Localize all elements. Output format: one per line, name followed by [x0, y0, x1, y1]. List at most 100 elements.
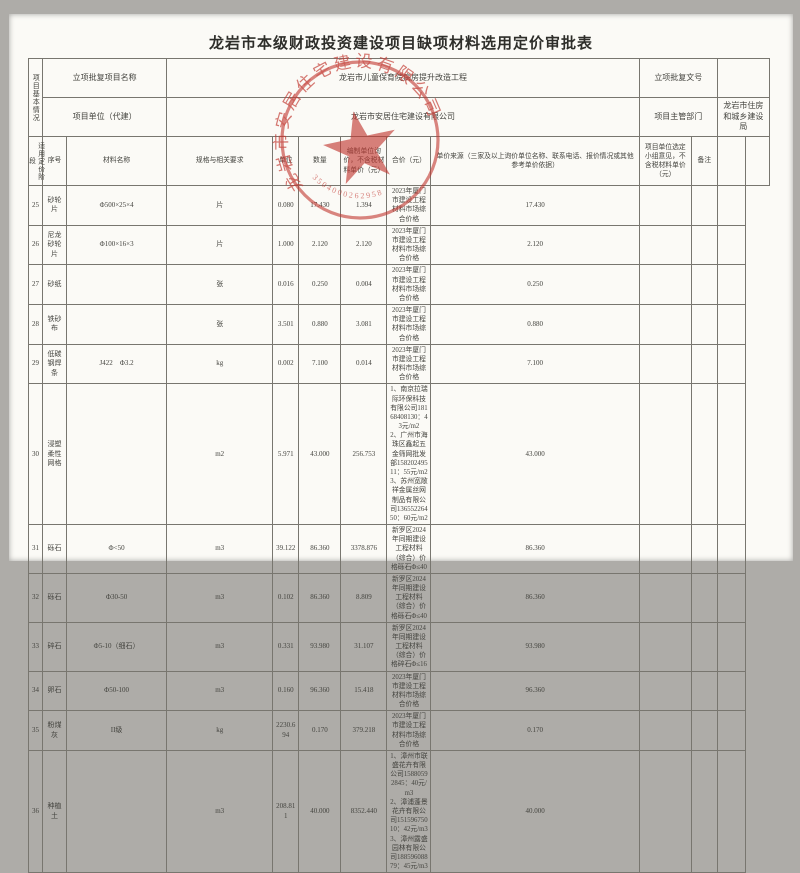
- cell-unit: 片: [166, 224, 274, 266]
- cell-unit-price: 86.360: [298, 572, 342, 623]
- cell-source: 2023年厦门市建设工程材料市场综合价格: [386, 670, 432, 712]
- header-qty: 数量: [298, 136, 342, 186]
- cell-unit-price: 93.980: [298, 621, 342, 672]
- cell-unit: kg: [166, 343, 274, 385]
- cell-note: [638, 621, 692, 672]
- header-price-source: 单价来源（三家及以上询价单位名称、联系电话、报价情况或其他参考单价依据）: [430, 136, 640, 186]
- cell-selected: 40.000: [430, 749, 640, 873]
- material-row: 29 低碳钢焊条 J422 Φ3.2 kg 0.002 7.100 0.014 2023年厦门…: [27, 343, 770, 385]
- cell-unit: 张: [166, 304, 274, 345]
- cell-selected: 93.980: [430, 621, 640, 672]
- cell-total: 3378.876: [340, 524, 388, 574]
- cell-qty: 0.080: [272, 185, 300, 226]
- cell-extra1: [690, 572, 718, 623]
- cell-total: 31.107: [340, 621, 388, 672]
- cell-name: 铁砂布: [42, 304, 68, 345]
- cell-spec: Φ<50: [66, 524, 168, 574]
- cell-total: 3.081: [340, 304, 388, 345]
- cell-total: 15.418: [340, 670, 388, 712]
- header-extra2: [744, 136, 771, 186]
- cell-note: [638, 264, 692, 306]
- cell-unit-price: 0.170: [298, 710, 342, 751]
- cell-extra2: [716, 524, 746, 574]
- cell-qty: 2230.694: [272, 710, 300, 751]
- cell-extra2: [716, 621, 746, 672]
- cell-name: 粉煤灰: [42, 710, 68, 751]
- cell-selected: 17.430: [430, 185, 640, 226]
- cell-extra1: [690, 621, 718, 672]
- cell-note: [638, 185, 692, 226]
- cell-name: 砂纸: [42, 264, 68, 306]
- cell-no: 36: [27, 749, 44, 873]
- cell-total: 0.014: [340, 343, 388, 385]
- cell-source: 新罗区2024年同期建设工程材料（综合）价格碎石Φ≤16: [386, 621, 432, 672]
- cell-selected: 0.880: [430, 304, 640, 345]
- table-header-row: 适用定价阶段 序号 材料名称 规格与相关要求 单位 数量 编制单位询价，不含税材…: [28, 136, 771, 186]
- cell-no: 35: [27, 710, 44, 751]
- cell-qty: 0.331: [272, 621, 300, 672]
- cell-unit-price: 2.120: [298, 224, 342, 266]
- cell-note: [638, 304, 692, 345]
- cell-selected: 0.170: [430, 710, 640, 751]
- cell-source: 新罗区2024年同期建设工程材料（综合）价格砾石Φ≤40: [386, 572, 432, 623]
- cell-unit: m3: [166, 749, 274, 873]
- cell-spec: Φ30-50: [66, 572, 168, 623]
- header-material-name: 材料名称: [66, 136, 168, 186]
- cell-no: 27: [27, 264, 44, 306]
- section-label-basic-info: 项目基本情况: [27, 58, 44, 137]
- cell-total: 8352.440: [340, 749, 388, 873]
- cell-extra2: [716, 572, 746, 623]
- cell-total: 256.753: [340, 383, 388, 526]
- cell-unit-price: 17.430: [298, 185, 342, 226]
- material-row: 34 卵石 Φ50-100 m3 0.160 96.360 15.418 2023年厦门市建设…: [27, 670, 770, 712]
- cell-selected: 86.360: [430, 572, 640, 623]
- cell-extra2: [716, 185, 746, 226]
- cell-source: 2023年厦门市建设工程材料市场综合价格: [386, 304, 432, 345]
- material-row: 35 粉煤灰 II级 kg 2230.694 0.170 379.218 2023年厦门市建设…: [27, 710, 770, 751]
- cell-spec: Φ5-10（细石）: [66, 621, 168, 672]
- header-extra1: [716, 136, 746, 186]
- material-row: 33 碎石 Φ5-10（细石） m3 0.331 93.980 31.107 新罗区2024年…: [27, 621, 770, 672]
- cell-note: [638, 343, 692, 385]
- cell-extra2: [716, 710, 746, 751]
- cell-unit: m3: [166, 670, 274, 712]
- cell-extra2: [716, 670, 746, 712]
- cell-extra2: [716, 304, 746, 345]
- cell-source: 2023年厦门市建设工程材料市场综合价格: [386, 185, 432, 226]
- competent-dept-label: 项目主管部门: [638, 97, 718, 137]
- cell-source: 2023年厦门市建设工程材料市场综合价格: [386, 343, 432, 385]
- cell-unit-price: 86.360: [298, 524, 342, 574]
- cell-qty: 208.811: [272, 749, 300, 873]
- cell-unit: m3: [166, 572, 274, 623]
- cell-note: [638, 710, 692, 751]
- cell-no: 28: [27, 304, 44, 345]
- cell-extra2: [716, 264, 746, 306]
- cell-extra1: [690, 224, 718, 266]
- cell-qty: 0.160: [272, 670, 300, 712]
- cell-spec: Φ500×25×4: [66, 185, 168, 226]
- cell-total: 8.809: [340, 572, 388, 623]
- page-title: 龙岩市本级财政投资建设项目缺项材料选用定价审批表: [208, 36, 593, 52]
- material-row: 25 砂轮片 Φ500×25×4 片 0.080 17.430 1.394 2023年厦门市建…: [27, 185, 770, 226]
- cell-total: 2.120: [340, 224, 388, 266]
- cell-source: 2023年厦门市建设工程材料市场综合价格: [386, 224, 432, 266]
- project-name-label: 立项批复项目名称: [42, 58, 168, 98]
- cell-note: [638, 670, 692, 712]
- cell-extra1: [690, 264, 718, 306]
- material-row: 26 尼龙砂轮片 Φ100×16×3 片 1.000 2.120 2.120 2023年厦门市…: [27, 224, 770, 266]
- cell-extra1: [690, 185, 718, 226]
- cell-selected: 0.250: [430, 264, 640, 306]
- cell-qty: 39.122: [272, 524, 300, 574]
- cell-name: 尼龙砂轮片: [42, 224, 68, 266]
- cell-qty: 0.016: [272, 264, 300, 306]
- cell-selected: 96.360: [430, 670, 640, 712]
- cell-source: 新罗区2024年同期建设工程材料（综合）价格砾石Φ≤40: [386, 524, 432, 574]
- cell-no: 25: [27, 185, 44, 226]
- cell-source: 1、南京拉瑞际环保科技有限公司18168408130：43元/m2 2、广州市海…: [386, 383, 432, 526]
- cell-unit-price: 0.250: [298, 264, 342, 306]
- material-row: 31 砾石 Φ<50 m3 39.122 86.360 3378.876 新罗区2024年同期…: [27, 524, 770, 574]
- material-row: 32 砾石 Φ30-50 m3 0.102 86.360 8.809 新罗区2024年同期建设…: [27, 572, 770, 623]
- section-label-pricing: 适用定价阶段: [28, 136, 44, 186]
- cell-qty: 1.000: [272, 224, 300, 266]
- cell-no: 31: [27, 524, 44, 574]
